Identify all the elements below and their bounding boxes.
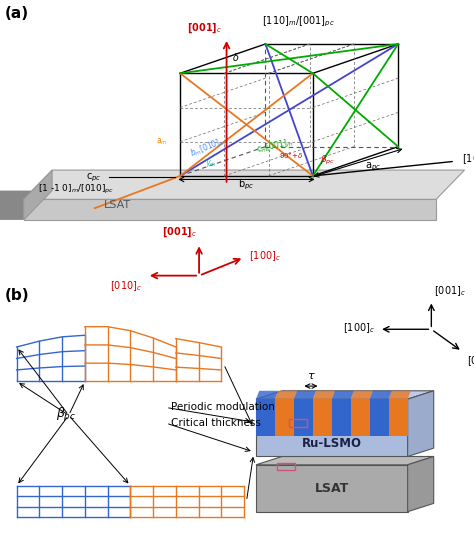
Polygon shape [24,170,465,199]
Text: [100]$_c$: [100]$_c$ [249,249,281,263]
Polygon shape [275,391,297,399]
Text: a$_{pc}$: a$_{pc}$ [365,161,382,173]
Polygon shape [256,399,275,437]
Text: Critical thickness: Critical thickness [171,418,261,428]
Polygon shape [370,391,392,399]
Polygon shape [408,457,434,512]
Polygon shape [294,391,316,399]
Polygon shape [332,391,354,399]
Polygon shape [389,399,408,437]
Polygon shape [389,391,411,399]
Polygon shape [351,399,370,437]
Text: [001]$_c$: [001]$_c$ [162,225,197,239]
Polygon shape [256,457,434,465]
Polygon shape [0,191,85,220]
Text: b$_{pc}$: b$_{pc}$ [238,178,255,192]
Text: $\beta_{pc}$: $\beta_{pc}$ [320,154,335,167]
Text: [110]$_m$/[001]$_{pc}$: [110]$_m$/[001]$_{pc}$ [262,15,335,29]
Polygon shape [256,391,434,399]
Text: (b): (b) [5,288,29,302]
Polygon shape [24,170,52,220]
Polygon shape [313,399,332,437]
Text: c$_{pc}$: c$_{pc}$ [86,171,102,184]
Polygon shape [275,399,294,437]
Text: 90°+$\delta$: 90°+$\delta$ [279,150,304,160]
Text: [100]$_{pc}$: [100]$_{pc}$ [462,153,474,167]
Text: c$_m$[001]$_m$: c$_m$[001]$_m$ [255,136,294,156]
Polygon shape [408,391,434,457]
Text: [010]$_c$: [010]$_c$ [467,354,474,368]
Text: [010]$_c$: [010]$_c$ [110,279,142,293]
Text: Periodic modulation: Periodic modulation [171,402,274,413]
Text: Ru-LSMO: Ru-LSMO [302,437,362,450]
Polygon shape [332,399,351,437]
Text: $\beta_{pc}$: $\beta_{pc}$ [56,406,76,424]
Text: [001]$_c$: [001]$_c$ [434,284,465,298]
Polygon shape [370,399,389,437]
Text: $\gamma_m$: $\gamma_m$ [205,158,216,169]
Polygon shape [351,391,373,399]
Text: [001]$_c$: [001]$_c$ [187,22,222,35]
Text: $\tau$: $\tau$ [307,371,315,381]
Text: (a): (a) [5,6,29,21]
Polygon shape [24,199,436,220]
Text: LSAT: LSAT [315,482,349,495]
Polygon shape [294,399,313,437]
Text: [100]$_c$: [100]$_c$ [343,321,374,335]
Text: a$_m$: a$_m$ [156,137,168,147]
Polygon shape [313,391,335,399]
Polygon shape [256,391,278,399]
Text: [1 -1 0]$_m$/[010]$_{pc}$: [1 -1 0]$_m$/[010]$_{pc}$ [38,182,114,195]
Polygon shape [256,399,408,457]
Text: $\delta$: $\delta$ [232,51,240,63]
Text: LSAT: LSAT [104,200,131,210]
Polygon shape [256,465,408,512]
Text: $b_m$[010]$_m$: $b_m$[010]$_m$ [189,135,228,160]
